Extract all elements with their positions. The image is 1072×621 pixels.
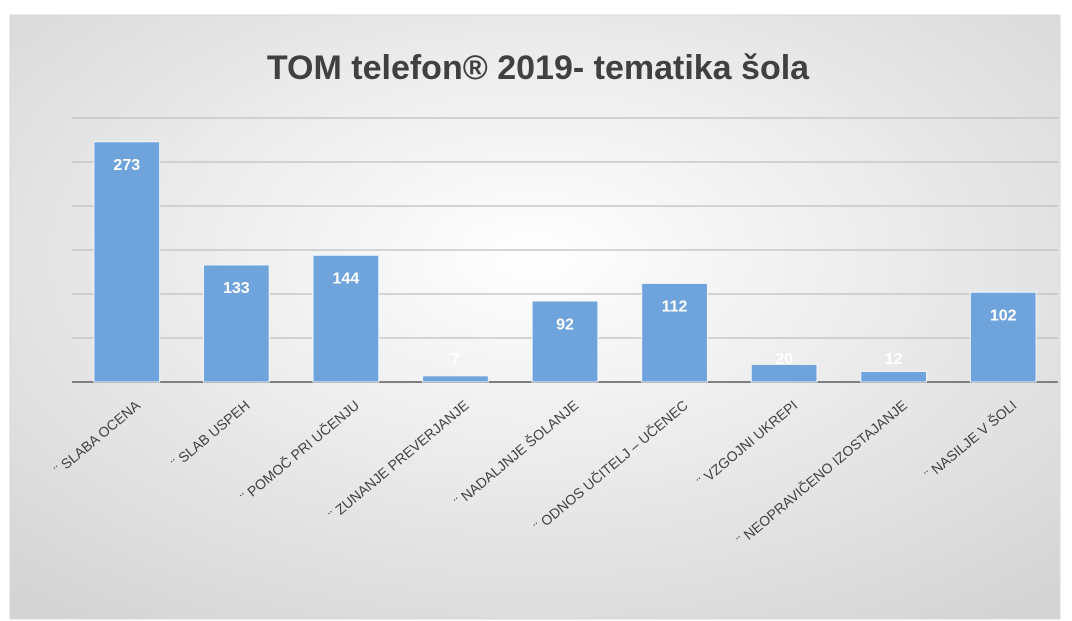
bar	[641, 282, 708, 383]
data-label: 102	[990, 307, 1017, 324]
data-label: 144	[333, 270, 360, 287]
bar	[312, 254, 380, 383]
data-label: 7	[451, 351, 460, 368]
bar	[750, 363, 818, 383]
data-label: 92	[556, 316, 574, 333]
data-label: 12	[885, 351, 903, 368]
bar	[860, 370, 928, 383]
data-label: 273	[113, 157, 140, 174]
bar	[93, 141, 161, 383]
bar	[202, 264, 270, 383]
bar	[969, 291, 1037, 383]
bar	[531, 300, 599, 383]
data-label: 112	[662, 299, 688, 316]
data-label: 133	[223, 280, 250, 297]
bar	[422, 375, 489, 383]
data-label: 20	[775, 351, 793, 368]
chart-title: TOM telefon® 2019- tematika šola	[267, 49, 810, 87]
